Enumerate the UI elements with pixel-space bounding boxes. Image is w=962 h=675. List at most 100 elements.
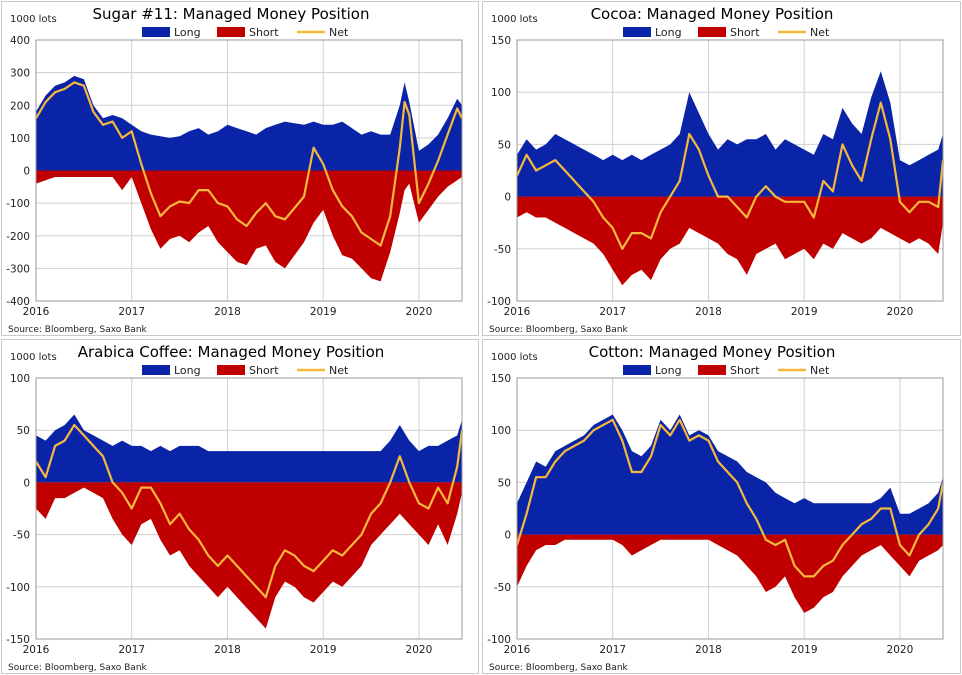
legend: Long Short Net bbox=[142, 26, 349, 39]
x-tick-label: 2017 bbox=[118, 644, 145, 656]
legend-swatch-short bbox=[217, 27, 245, 37]
y-tick-label: 400 bbox=[10, 35, 30, 47]
x-tick-label: 2020 bbox=[887, 644, 914, 656]
y-tick-label: -400 bbox=[6, 296, 30, 308]
legend-label-long: Long bbox=[174, 26, 201, 39]
y-tick-label: -100 bbox=[487, 634, 511, 646]
unit-label: 1000 lots bbox=[491, 352, 538, 363]
x-tick-label: 2017 bbox=[599, 644, 626, 656]
net-line bbox=[35, 423, 464, 599]
x-tick-label: 2020 bbox=[887, 306, 914, 318]
x-tick-label: 2018 bbox=[695, 644, 722, 656]
legend-label-net: Net bbox=[810, 364, 830, 377]
chart-panel-cotton: 150 100 50 0 -50 -100 2016 2017 2018 2019 2020 Cott… bbox=[482, 339, 961, 674]
x-tick-label: 2016 bbox=[504, 306, 531, 318]
unit-label: 1000 lots bbox=[10, 352, 57, 363]
legend-swatch-short bbox=[217, 365, 245, 375]
net-line bbox=[516, 101, 945, 250]
x-tick-label: 2016 bbox=[504, 644, 531, 656]
long-area bbox=[36, 414, 462, 483]
y-tick-label: 50 bbox=[498, 477, 511, 489]
chart-title: Arabica Coffee: Managed Money Position bbox=[78, 343, 385, 361]
x-tick-label: 2019 bbox=[310, 644, 337, 656]
short-area bbox=[36, 482, 462, 629]
y-tick-label: 100 bbox=[491, 87, 511, 99]
legend-swatch-short bbox=[698, 365, 726, 375]
legend: Long Short Net bbox=[623, 364, 830, 377]
y-tick-label: -300 bbox=[6, 263, 30, 275]
legend-label-long: Long bbox=[174, 364, 201, 377]
plot-frame bbox=[516, 377, 944, 640]
chart-panel-cocoa: 150 100 50 0 -50 -100 2016 2017 2018 2019 2020 Coco… bbox=[482, 1, 961, 336]
y-tick-label: 100 bbox=[491, 425, 511, 437]
plot-frame bbox=[516, 39, 944, 302]
long-area bbox=[517, 71, 943, 197]
y-tick-label: 100 bbox=[10, 373, 30, 385]
x-tick-label: 2018 bbox=[214, 306, 241, 318]
x-tick-label: 2018 bbox=[695, 306, 722, 318]
legend-swatch-long bbox=[623, 365, 651, 375]
legend-label-net: Net bbox=[329, 364, 349, 377]
x-tick-label: 2017 bbox=[599, 306, 626, 318]
legend-label-short: Short bbox=[249, 364, 279, 377]
y-tick-label: 200 bbox=[10, 100, 30, 112]
legend-swatch-long bbox=[623, 27, 651, 37]
x-tick-label: 2016 bbox=[23, 644, 50, 656]
y-tick-label: 300 bbox=[10, 68, 30, 80]
plot-frame bbox=[35, 377, 463, 640]
net-line bbox=[515, 418, 945, 578]
chart-title: Cotton: Managed Money Position bbox=[589, 343, 836, 361]
y-tick-label: 100 bbox=[10, 133, 30, 145]
source-note: Source: Bloomberg, Saxo Bank bbox=[489, 663, 629, 673]
x-tick-label: 2018 bbox=[214, 644, 241, 656]
net-line bbox=[35, 81, 463, 247]
legend-label-long: Long bbox=[655, 26, 682, 39]
unit-label: 1000 lots bbox=[491, 14, 538, 25]
legend-label-short: Short bbox=[730, 26, 760, 39]
short-area bbox=[36, 170, 462, 282]
x-tick-label: 2017 bbox=[118, 306, 145, 318]
y-tick-label: -200 bbox=[6, 231, 30, 243]
source-note: Source: Bloomberg, Saxo Bank bbox=[489, 325, 629, 335]
legend-swatch-long bbox=[142, 365, 170, 375]
y-tick-label: 0 bbox=[504, 192, 511, 204]
y-tick-label: 150 bbox=[491, 35, 511, 47]
x-tick-label: 2020 bbox=[406, 644, 433, 656]
chart-panel-sugar: 400 300 200 100 0 -100 -200 -300 -400 2016 2017 201… bbox=[1, 1, 479, 336]
legend-label-long: Long bbox=[655, 364, 682, 377]
chart-title: Sugar #11: Managed Money Position bbox=[93, 5, 370, 23]
unit-label: 1000 lots bbox=[10, 14, 57, 25]
x-tick-label: 2016 bbox=[23, 306, 50, 318]
legend: Long Short Net bbox=[623, 26, 830, 39]
y-tick-label: -100 bbox=[6, 198, 30, 210]
y-tick-label: -100 bbox=[6, 582, 30, 594]
long-area bbox=[36, 75, 462, 171]
y-tick-label: 0 bbox=[504, 530, 511, 542]
legend: Long Short Net bbox=[142, 364, 349, 377]
y-tick-label: -50 bbox=[494, 582, 511, 594]
x-tick-label: 2020 bbox=[406, 306, 433, 318]
x-tick-label: 2019 bbox=[310, 306, 337, 318]
chart-title: Cocoa: Managed Money Position bbox=[591, 5, 834, 23]
legend-swatch-long bbox=[142, 27, 170, 37]
short-area bbox=[517, 534, 943, 613]
y-tick-label: 150 bbox=[491, 373, 511, 385]
x-tick-label: 2019 bbox=[791, 306, 818, 318]
y-tick-label: 0 bbox=[23, 477, 30, 489]
y-tick-label: -100 bbox=[487, 296, 511, 308]
legend-label-net: Net bbox=[810, 26, 830, 39]
plot-frame bbox=[35, 39, 463, 302]
y-tick-label: 50 bbox=[498, 139, 511, 151]
y-tick-label: -50 bbox=[13, 530, 30, 542]
source-note: Source: Bloomberg, Saxo Bank bbox=[8, 325, 148, 335]
legend-label-net: Net bbox=[329, 26, 349, 39]
legend-swatch-short bbox=[698, 27, 726, 37]
chart-panel-coffee: 100 50 0 -50 -100 -150 2016 2017 2018 2019 2020 Ara… bbox=[1, 339, 479, 674]
y-tick-label: 0 bbox=[23, 166, 30, 178]
short-area bbox=[517, 196, 943, 286]
y-tick-label: -150 bbox=[6, 634, 30, 646]
